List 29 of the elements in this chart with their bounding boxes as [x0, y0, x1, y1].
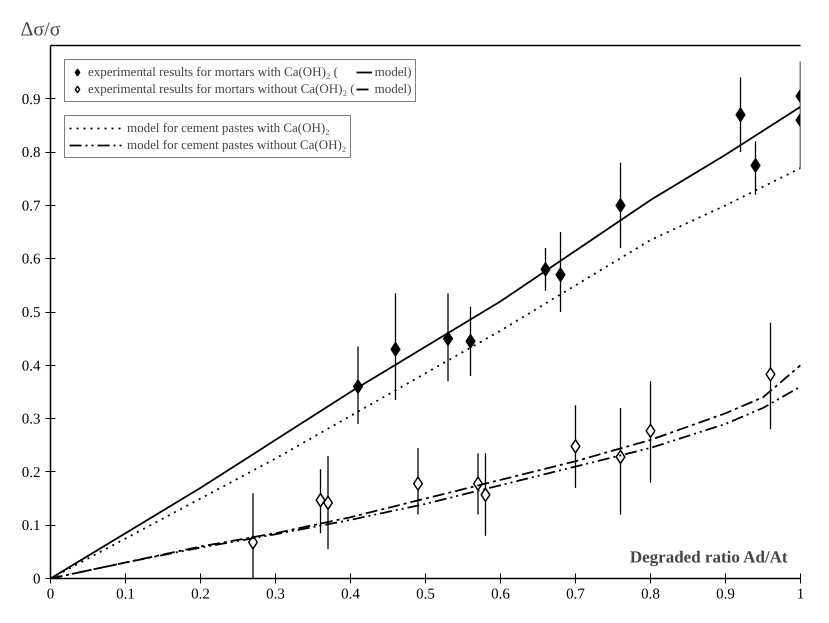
x-tick-label: 0	[46, 586, 54, 602]
y-tick-label: 0.6	[22, 252, 41, 268]
x-tick-label: 0.4	[341, 586, 360, 602]
x-tick-label: 0.9	[716, 586, 735, 602]
x-tick-label: 0.5	[416, 586, 435, 602]
y-tick-label: 0.9	[22, 92, 40, 108]
x-axis-title: Degraded ratio Ad/At	[630, 548, 788, 566]
y-axis-title: Δσ/σ	[20, 18, 61, 40]
y-tick-label: 0.1	[22, 518, 40, 534]
y-tick-label: 0.3	[22, 412, 40, 428]
x-tick-label: 0.3	[266, 586, 285, 602]
legend-label: model for cement pastes without Ca(OH)₂	[127, 137, 346, 153]
y-tick-label: 0	[33, 572, 40, 588]
legend-label: model)	[374, 81, 412, 97]
x-tick-label: 0.7	[566, 586, 586, 602]
x-tick-label: 0.8	[641, 586, 660, 602]
x-tick-label: 0.1	[116, 586, 135, 602]
y-tick-label: 0.2	[22, 464, 40, 481]
x-tick-label: 0.2	[191, 586, 210, 602]
legend-label: model)	[374, 64, 412, 80]
x-tick-label: 1	[796, 586, 804, 602]
y-tick-label: 0.8	[22, 145, 40, 162]
y-tick-label: 0.7	[22, 198, 41, 214]
legend-label: model for cement pastes with Ca(OH)₂	[127, 120, 330, 136]
y-tick-label: 0.5	[22, 305, 40, 321]
legend-label: experimental results for mortars with Ca(OH)₂ (	[88, 64, 338, 80]
x-tick-label: 0.6	[491, 586, 510, 602]
legend-label: experimental results for mortars without Ca(OH)₂ (	[88, 81, 355, 97]
y-tick-label: 0.4	[22, 358, 41, 374]
